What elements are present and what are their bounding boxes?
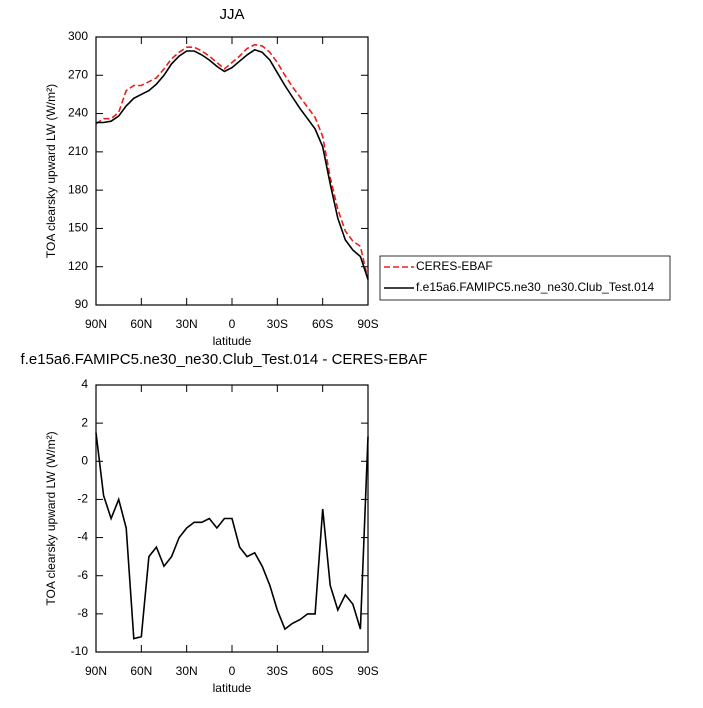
x-tick-label: 30N — [176, 317, 198, 331]
chart-title: f.e15a6.FAMIPC5.ne30_ne30.Club_Test.014 … — [21, 351, 428, 368]
y-tick-label: 120 — [68, 259, 88, 273]
x-tick-label: 30S — [267, 664, 288, 678]
y-tick-label: 4 — [81, 377, 88, 391]
y-tick-label: 150 — [68, 221, 88, 235]
y-tick-label: 300 — [68, 29, 88, 43]
x-tick-label: 90S — [357, 317, 378, 331]
x-tick-label: 0 — [229, 664, 236, 678]
x-tick-label: 30N — [176, 664, 198, 678]
legend-label: CERES-EBAF — [416, 259, 493, 273]
x-tick-label: 90N — [85, 664, 107, 678]
x-tick-label: 60S — [312, 317, 333, 331]
y-tick-label: 90 — [75, 297, 89, 311]
y-axis-label: TOA clearsky upward LW (W/m²) — [44, 84, 58, 258]
data-line — [95, 432, 369, 640]
y-tick-label: -8 — [77, 606, 88, 620]
y-tick-label: -6 — [77, 568, 88, 582]
y-axis-label: TOA clearsky upward LW (W/m²) — [44, 431, 58, 605]
plot-frame — [95, 36, 369, 306]
y-tick-label: 240 — [68, 106, 88, 120]
x-tick-label: 60N — [130, 317, 152, 331]
chart-title: JJA — [219, 6, 244, 23]
y-tick-label: -2 — [77, 492, 88, 506]
y-tick-label: -4 — [77, 530, 88, 544]
legend-box — [379, 255, 671, 301]
plot-frame — [95, 384, 369, 653]
data-line — [96, 48, 369, 280]
y-tick-label: -10 — [71, 644, 89, 658]
y-tick-label: 210 — [68, 144, 88, 158]
legend-label: f.e15a6.FAMIPC5.ne30_ne30.Club_Test.014 — [416, 280, 654, 294]
y-tick-label: 180 — [68, 182, 88, 196]
x-tick-label: 0 — [229, 317, 236, 331]
y-tick-label: 2 — [81, 415, 88, 429]
data-line — [95, 43, 369, 280]
x-tick-label: 90N — [85, 317, 107, 331]
y-tick-label: 0 — [81, 453, 88, 467]
x-axis-label: latitude — [213, 334, 252, 348]
x-axis-label: latitude — [213, 681, 252, 695]
x-tick-label: 30S — [267, 317, 288, 331]
x-tick-label: 90S — [357, 664, 378, 678]
x-tick-label: 60N — [130, 664, 152, 678]
x-tick-label: 60S — [312, 664, 333, 678]
y-tick-label: 270 — [68, 67, 88, 81]
